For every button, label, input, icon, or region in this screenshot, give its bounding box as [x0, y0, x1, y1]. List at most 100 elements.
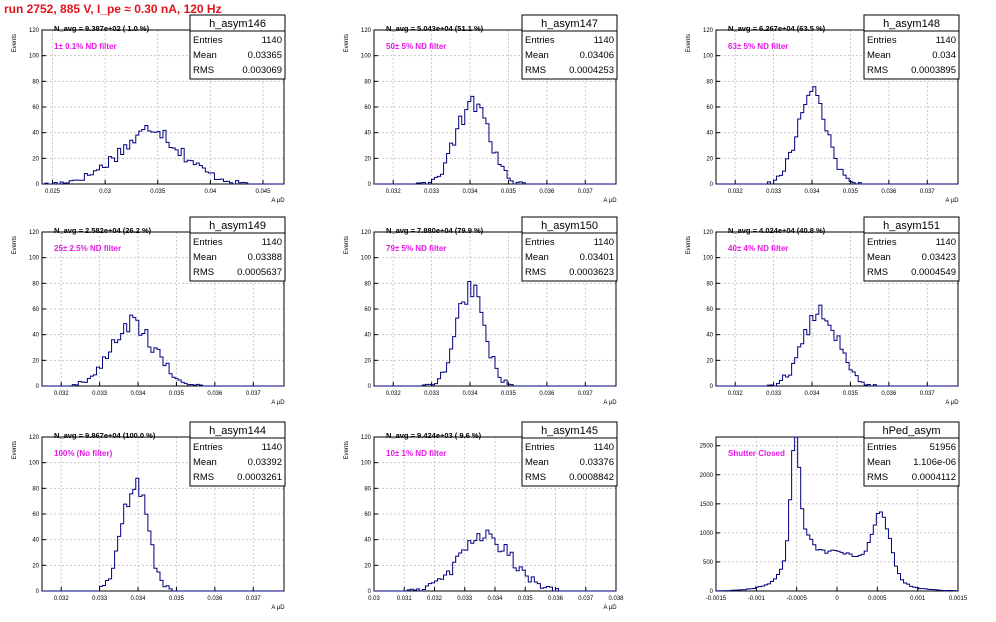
- stats-label: Mean: [525, 50, 549, 61]
- histogram-panel-h_asym148: 0.032 0.033 0.034 0.035 0.036 0.037 0 20 40 60 80 1…: [686, 14, 960, 204]
- histogram-name: h_asym147: [541, 18, 598, 30]
- y-tick-label: 0: [710, 384, 714, 390]
- y-tick-label: 100: [361, 256, 372, 262]
- histogram-name: h_asym145: [541, 425, 598, 437]
- stats-box: [521, 14, 618, 80]
- x-tick-label: 0.034: [487, 596, 503, 602]
- y-tick-label: 60: [706, 105, 713, 111]
- x-tick-label: 0.036: [881, 189, 897, 195]
- y-tick-label: 20: [32, 563, 39, 569]
- x-axis-label: A μD: [271, 605, 285, 611]
- x-tick-label: 0.032: [728, 391, 744, 397]
- avg-annotation: N_avg = 9.387e+02 ( 1.0 %): [54, 24, 150, 33]
- y-tick-label: 20: [32, 156, 39, 162]
- stats-value: 0.0008842: [569, 472, 614, 483]
- stats-label: Mean: [525, 457, 549, 468]
- avg-annotation: N_avg = 2.582e+04 (26.2 %): [54, 226, 152, 235]
- histogram-name: h_asym146: [209, 18, 266, 30]
- x-tick-label: 0.035: [501, 189, 517, 195]
- y-axis-label: Events: [344, 34, 350, 52]
- stats-label: Entries: [193, 237, 223, 248]
- x-tick-label: 0.034: [463, 391, 479, 397]
- stats-value: 0.0003623: [569, 267, 614, 278]
- y-tick-label: 0: [36, 589, 40, 595]
- histogram-line: [374, 95, 616, 185]
- histogram-line: [42, 477, 284, 592]
- x-tick-label: 0.032: [54, 596, 70, 602]
- x-tick-label: 0.035: [843, 391, 859, 397]
- stats-label: Entries: [525, 237, 555, 248]
- x-tick-label: 0.034: [131, 596, 147, 602]
- histogram-line: [716, 436, 958, 592]
- x-tick-label: 0.035: [169, 391, 185, 397]
- filter-annotation: 50± 5% ND filter: [386, 42, 446, 51]
- stats-label: Mean: [193, 457, 217, 468]
- y-tick-label: 60: [364, 512, 371, 518]
- histogram-line: [716, 304, 958, 387]
- x-tick-label: -0.0005: [786, 596, 807, 602]
- y-tick-label: 100: [361, 461, 372, 467]
- stats-value: 1140: [936, 35, 956, 46]
- stats-label: Mean: [193, 50, 217, 61]
- y-tick-label: 0: [36, 384, 40, 390]
- filter-annotation: 1± 0.1% ND filter: [54, 42, 117, 51]
- avg-annotation: N_avg = 7.880e+04 (79.9 %): [386, 226, 484, 235]
- histogram-panel-hPed_asym: -0.0015 -0.001 -0.0005 0 0.0005 0.001 0.0015 0 5…: [700, 421, 968, 602]
- y-tick-label: 120: [361, 28, 372, 34]
- stats-label: RMS: [867, 65, 888, 76]
- stats-value: 1140: [262, 237, 282, 248]
- y-tick-label: 80: [706, 79, 713, 85]
- y-tick-label: 100: [703, 256, 714, 262]
- y-axis-label: Events: [12, 34, 18, 52]
- x-tick-label: 0.033: [92, 391, 108, 397]
- stats-value: 0.03365: [248, 50, 282, 61]
- x-tick-label: 0.034: [463, 189, 479, 195]
- stats-value: 0.0003895: [911, 65, 956, 76]
- histogram-name: h_asym144: [209, 425, 266, 437]
- histogram-panel-h_asym144: 0.032 0.033 0.034 0.035 0.036 0.037 0 20 40 60 80 1…: [12, 421, 286, 611]
- filter-annotation: 79± 5% ND filter: [386, 244, 446, 253]
- x-tick-label: 0.033: [424, 189, 440, 195]
- histogram-line: [374, 280, 616, 387]
- stats-box: [863, 421, 960, 487]
- avg-annotation: N_avg = 9.867e+04 (100.0 %): [54, 431, 156, 440]
- y-tick-label: 100: [361, 54, 372, 60]
- x-tick-label: 0.045: [255, 189, 271, 195]
- y-tick-label: 80: [32, 281, 39, 287]
- x-tick-label: 0.036: [207, 391, 223, 397]
- x-tick-label: 0.032: [728, 189, 744, 195]
- x-tick-label: 0.037: [578, 189, 594, 195]
- avg-annotation: N_avg = 6.267e+04 (63.5 %): [728, 24, 826, 33]
- stats-label: Mean: [867, 252, 891, 263]
- stats-box: [521, 421, 618, 487]
- y-tick-label: 20: [32, 358, 39, 364]
- stats-label: RMS: [867, 267, 888, 278]
- stats-value: 1140: [262, 35, 282, 46]
- y-tick-label: 120: [703, 28, 714, 34]
- x-tick-label: 0.032: [427, 596, 443, 602]
- y-tick-label: 40: [32, 333, 39, 339]
- x-tick-label: 0.037: [920, 391, 936, 397]
- x-tick-label: 0.035: [150, 189, 166, 195]
- stats-value: 0.03423: [922, 252, 956, 263]
- y-tick-label: 120: [29, 28, 40, 34]
- stats-value: 1140: [262, 442, 282, 453]
- y-tick-label: 40: [364, 131, 371, 137]
- stats-label: Entries: [867, 442, 897, 453]
- stats-value: 0.03392: [248, 457, 282, 468]
- stats-label: Entries: [867, 237, 897, 248]
- histogram-line: [42, 124, 284, 185]
- y-tick-label: 2500: [700, 444, 714, 450]
- y-tick-label: 20: [706, 358, 713, 364]
- x-tick-label: 0.034: [131, 391, 147, 397]
- y-tick-label: 0: [710, 182, 714, 188]
- x-tick-label: 0.04: [205, 189, 217, 195]
- x-tick-label: 0.033: [457, 596, 473, 602]
- x-tick-label: 0.025: [45, 189, 61, 195]
- y-tick-label: 0: [368, 589, 372, 595]
- x-axis-label: A μD: [945, 198, 959, 204]
- y-tick-label: 60: [32, 307, 39, 313]
- x-tick-label: 0.037: [246, 391, 262, 397]
- y-tick-label: 40: [32, 538, 39, 544]
- y-tick-label: 120: [361, 435, 372, 441]
